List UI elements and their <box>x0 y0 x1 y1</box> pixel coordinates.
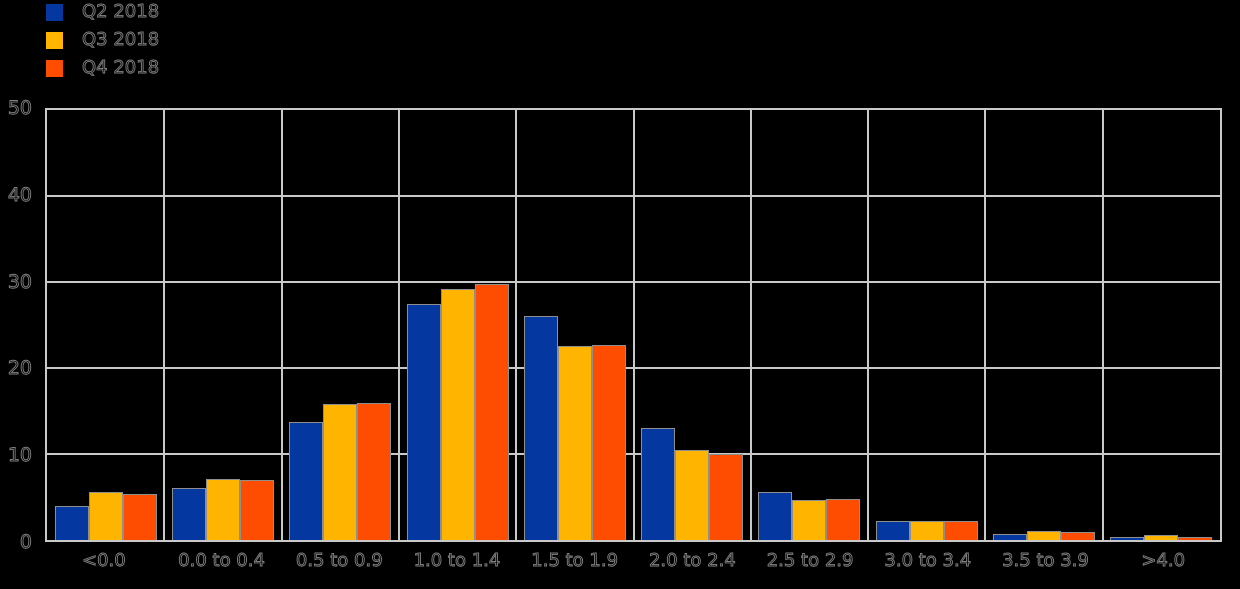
bar-q3-2018 <box>792 499 827 540</box>
x-tick-label: 2.5 to 2.9 <box>766 550 854 572</box>
bar-q2-2018 <box>641 428 676 540</box>
bar-group <box>985 110 1102 540</box>
bar-q2-2018 <box>54 505 89 540</box>
bar-q4-2018 <box>357 403 392 540</box>
x-tick-label: <0.0 <box>81 550 127 572</box>
gridlines <box>47 110 1220 540</box>
vertical-gridline <box>280 110 283 540</box>
x-tick-label: 1.0 to 1.4 <box>413 550 501 572</box>
legend-label: Q2 2018 <box>82 1 160 22</box>
y-tick-label: 0 <box>19 531 32 554</box>
bar-q2-2018 <box>1110 536 1145 540</box>
bar-q3-2018 <box>675 449 710 540</box>
chart-legend: Q2 2018 Q3 2018 Q4 2018 <box>46 1 160 78</box>
bar-q4-2018 <box>709 454 744 540</box>
bar-q3-2018 <box>557 345 592 540</box>
y-tick-label: 30 <box>7 270 32 293</box>
horizontal-gridline <box>47 367 1220 369</box>
bar-q3-2018 <box>88 491 123 540</box>
bar-q3-2018 <box>1027 531 1062 540</box>
bar-group <box>868 110 985 540</box>
bar-group <box>47 110 164 540</box>
bar-q4-2018 <box>474 283 509 540</box>
bar-q2-2018 <box>875 521 910 540</box>
vertical-gridline <box>867 110 870 540</box>
bar-groups <box>47 110 1220 540</box>
x-tick-label: 2.0 to 2.4 <box>648 550 737 572</box>
bar-q4-2018 <box>943 521 978 540</box>
vertical-gridline <box>1101 110 1104 540</box>
legend-item-q3-2018[interactable]: Q3 2018 <box>46 29 160 50</box>
legend-swatch-q4-2018 <box>46 59 63 77</box>
bar-q3-2018 <box>1144 534 1179 540</box>
x-tick-label: >4.0 <box>1141 550 1186 572</box>
bar-q2-2018 <box>406 303 441 540</box>
y-tick-label: 20 <box>7 357 32 380</box>
bar-q4-2018 <box>1178 536 1213 540</box>
vertical-gridline <box>749 110 752 540</box>
x-tick-label: 3.5 to 3.9 <box>1002 550 1090 572</box>
bar-q4-2018 <box>591 344 626 540</box>
y-tick-label: 50 <box>7 97 32 120</box>
vertical-gridline <box>632 110 635 540</box>
bar-group <box>516 110 633 540</box>
bar-q2-2018 <box>993 533 1028 540</box>
bar-q3-2018 <box>909 521 944 540</box>
legend-item-q2-2018[interactable]: Q2 2018 <box>46 1 160 22</box>
y-axis-labels: 0 10 20 30 40 50 <box>0 97 37 554</box>
legend-label: Q4 2018 <box>82 57 160 78</box>
legend-item-q4-2018[interactable]: Q4 2018 <box>46 57 160 78</box>
bar-q2-2018 <box>523 316 558 540</box>
legend-swatch-q3-2018 <box>46 31 63 49</box>
bar-q2-2018 <box>758 491 793 540</box>
vertical-gridline <box>397 110 400 540</box>
bar-q2-2018 <box>171 488 206 540</box>
horizontal-gridline <box>47 195 1220 197</box>
plot-area <box>45 108 1222 542</box>
bar-group <box>282 110 399 540</box>
bar-q4-2018 <box>826 498 861 540</box>
x-tick-label: 1.5 to 1.9 <box>531 550 619 572</box>
vertical-gridline <box>515 110 518 540</box>
bar-q4-2018 <box>122 494 157 540</box>
bar-q3-2018 <box>323 404 358 540</box>
bar-q4-2018 <box>239 479 274 540</box>
bar-group <box>751 110 868 540</box>
bar-group <box>164 110 281 540</box>
legend-swatch-q2-2018 <box>46 3 63 21</box>
horizontal-gridline <box>47 281 1220 283</box>
bar-q2-2018 <box>289 422 324 540</box>
vertical-gridline <box>984 110 987 540</box>
x-axis-labels: <0.0 0.0 to 0.4 0.5 to 0.9 1.0 to 1.4 1.5 to… <box>45 550 1222 572</box>
bar-q3-2018 <box>440 288 475 540</box>
x-tick-label: 0.5 to 0.9 <box>295 550 383 572</box>
bar-q4-2018 <box>1061 532 1096 540</box>
y-tick-label: 40 <box>7 183 32 206</box>
bar-group <box>399 110 516 540</box>
legend-label: Q3 2018 <box>82 29 160 50</box>
y-tick-label: 10 <box>7 444 32 467</box>
x-tick-label: 0.0 to 0.4 <box>178 550 266 572</box>
bar-group <box>1103 110 1220 540</box>
vertical-gridline <box>163 110 166 540</box>
x-tick-label: 3.0 to 3.4 <box>884 550 972 572</box>
bar-group <box>633 110 750 540</box>
bar-q3-2018 <box>205 478 240 540</box>
horizontal-gridline <box>47 453 1220 455</box>
